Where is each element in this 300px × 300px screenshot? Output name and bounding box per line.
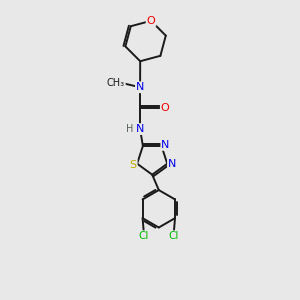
Text: O: O — [147, 16, 155, 26]
Text: CH₃: CH₃ — [107, 78, 125, 88]
Text: N: N — [161, 140, 170, 150]
Text: Cl: Cl — [169, 231, 179, 241]
Text: N: N — [136, 82, 144, 92]
Text: S: S — [130, 160, 137, 170]
Text: Cl: Cl — [139, 231, 149, 241]
Text: H: H — [126, 124, 133, 134]
Text: O: O — [161, 103, 170, 113]
Text: N: N — [168, 159, 176, 169]
Text: N: N — [136, 124, 144, 134]
